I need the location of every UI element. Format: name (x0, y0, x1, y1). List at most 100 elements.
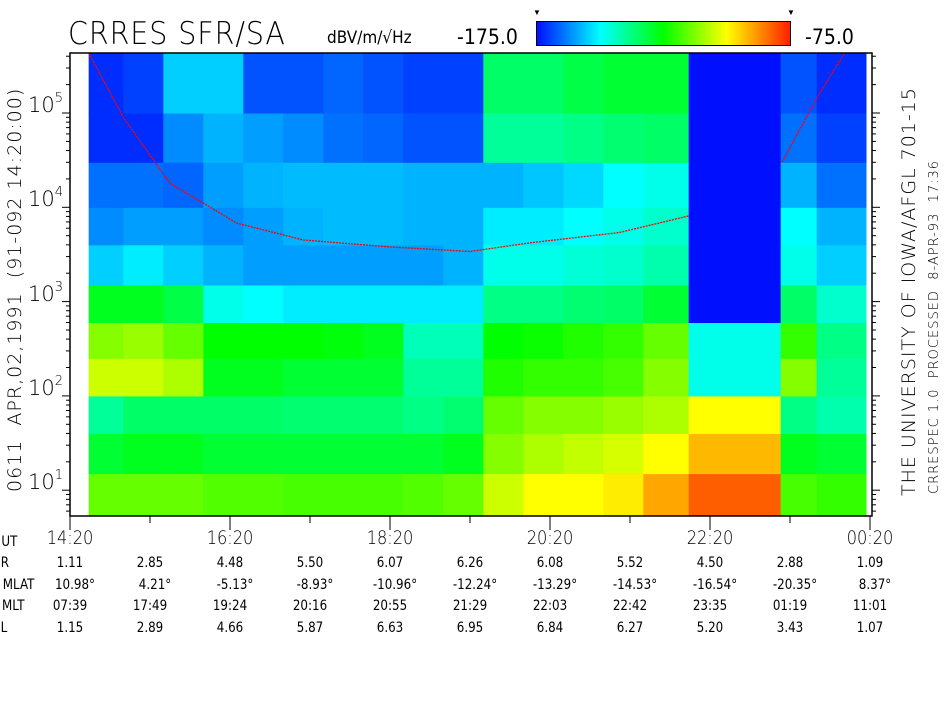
heatmap-cell (88, 473, 124, 517)
ephemeris-value: 4.50 (696, 555, 724, 571)
gyrofrequency-line (88, 52, 689, 253)
heatmap-cell (323, 322, 364, 359)
heatmap-cell (323, 473, 364, 517)
heatmap-cell (483, 53, 524, 114)
heatmap-cell (403, 473, 444, 517)
heatmap-cell (443, 162, 484, 208)
heatmap-cell (243, 473, 284, 517)
heatmap-cell (523, 358, 564, 397)
heatmap-cell (780, 433, 818, 475)
heatmap-cell (88, 53, 124, 114)
x-tick-label: 14:20 (46, 527, 94, 549)
ephemeris-row-label: MLAT (2, 576, 35, 593)
heatmap-cell (643, 207, 690, 246)
heatmap-cell (603, 53, 644, 114)
heatmap-cell (483, 433, 524, 475)
date-label: 0611 APR,02,1991 (91-092 14:20:00) (4, 87, 26, 492)
heatmap-cell (363, 433, 404, 475)
heatmap-cell (123, 162, 164, 208)
heatmap-cell (443, 473, 484, 517)
heatmap-cell (243, 433, 284, 475)
heatmap-cell (163, 433, 204, 475)
heatmap-cell (163, 113, 204, 163)
heatmap-cell (88, 207, 124, 246)
heatmap-cell (163, 358, 204, 397)
y-tick-exponent: 4 (54, 185, 64, 201)
ephemeris-value: 5.87 (296, 619, 324, 636)
ephemeris-value: 1.15 (56, 619, 84, 636)
heatmap-cell (363, 322, 404, 359)
heatmap-cell (88, 284, 124, 324)
heatmap-cell (688, 395, 782, 434)
y-tick-label: 102 (28, 374, 63, 400)
y-tick-base: 10 (28, 93, 55, 117)
heatmap-cell (323, 433, 364, 475)
ephemeris-value: 4.48 (216, 555, 244, 571)
heatmap-cell (243, 113, 284, 163)
heatmap-cell (523, 207, 564, 246)
heatmap-cell (688, 244, 782, 286)
heatmap-cell (483, 358, 524, 397)
y-tick-label: 103 (28, 280, 63, 306)
heatmap-cell (443, 113, 484, 163)
ephemeris-value: 6.95 (456, 619, 484, 636)
ephemeris-value: 19:24 (212, 598, 248, 614)
heatmap-cell (523, 433, 564, 475)
heatmap-cell (88, 162, 124, 208)
y-tick-base: 10 (28, 470, 55, 495)
heatmap-cell (443, 433, 484, 475)
heatmap-cell (243, 244, 284, 286)
heatmap-cell (780, 53, 818, 114)
heatmap-cell (123, 284, 164, 324)
heatmap-cell (163, 395, 204, 434)
heatmap-cell (603, 244, 644, 286)
heatmap-cell (483, 322, 524, 359)
ephemeris-row-label: MLT (1, 598, 25, 614)
ephemeris-value: 6.84 (536, 619, 564, 636)
heatmap-cell (403, 162, 444, 208)
heatmap-cell (643, 322, 690, 359)
ephemeris-value: 17:49 (132, 598, 168, 614)
heatmap-cell (243, 322, 284, 359)
heatmap-cell (443, 322, 484, 359)
heatmap-cell (443, 284, 484, 324)
heatmap-cell (123, 207, 164, 246)
colorbar-min-marker-icon: ▼ (533, 8, 541, 17)
heatmap-cell (323, 284, 364, 324)
heatmap-cell (123, 53, 164, 114)
heatmap-cell (603, 207, 644, 246)
heatmap-cell (688, 53, 782, 114)
heatmap-cell (643, 433, 690, 475)
heatmap-cell (780, 113, 818, 163)
heatmap-cell (243, 207, 284, 246)
ephemeris-value: -12.24° (452, 576, 498, 593)
heatmap-cell (363, 358, 404, 397)
heatmap-cell (816, 284, 867, 324)
heatmap-cell (563, 358, 604, 397)
heatmap-cell (603, 433, 644, 475)
heatmap-cell (283, 433, 324, 475)
ephemeris-value: 2.85 (136, 555, 164, 571)
heatmap-cell (88, 395, 124, 434)
plot-frame (69, 52, 873, 517)
heatmap-cell (563, 244, 604, 286)
ephemeris-value: 1.11 (56, 555, 84, 571)
heatmap-cell (443, 207, 484, 246)
heatmap-cell (203, 162, 244, 208)
heatmap-cell (283, 244, 324, 286)
heatmap-cell (643, 113, 690, 163)
heatmap-cell (603, 395, 644, 434)
heatmap-cell (780, 162, 818, 208)
heatmap-cell (363, 284, 404, 324)
heatmap-cell (283, 284, 324, 324)
heatmap-cell (483, 207, 524, 246)
heatmap-cell (780, 473, 818, 517)
heatmap-cell (363, 53, 404, 114)
heatmap-cell (283, 395, 324, 434)
heatmap-cell (688, 358, 782, 397)
y-tick-base: 10 (28, 281, 55, 306)
heatmap-cell (243, 162, 284, 208)
y-tick-label: 104 (28, 185, 63, 211)
heatmap-cell (688, 322, 782, 359)
heatmap-cell (403, 395, 444, 434)
